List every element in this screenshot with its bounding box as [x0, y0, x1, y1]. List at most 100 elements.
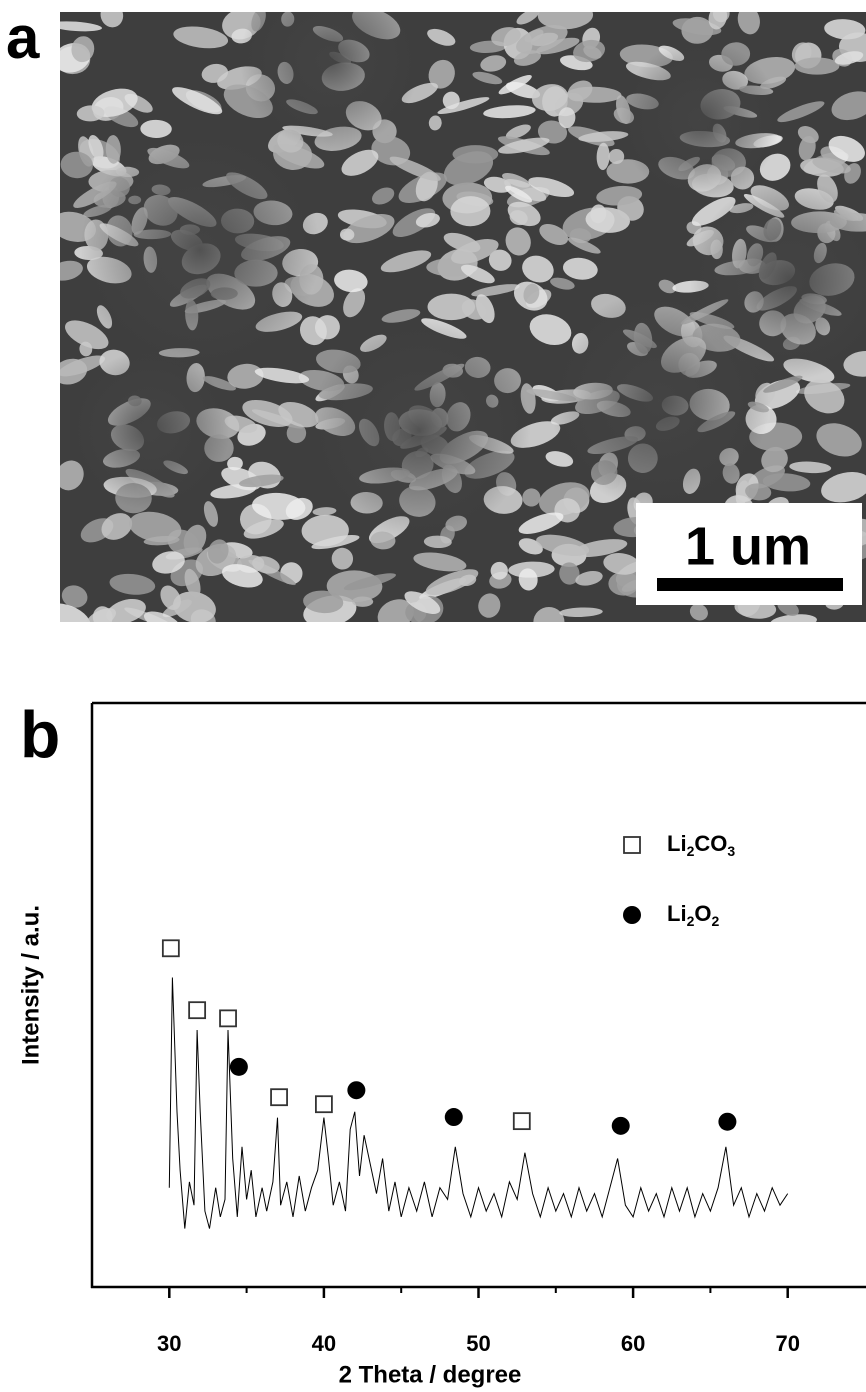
scale-bar-label: 1 um [685, 516, 811, 576]
scale-bar [657, 578, 843, 591]
sem-grain [92, 606, 113, 622]
sem-grain [794, 57, 840, 75]
sem-grain [343, 288, 366, 318]
sem-grain [689, 603, 708, 621]
sem-grain [518, 512, 564, 534]
sem-grain [173, 26, 229, 49]
sem-grain [101, 513, 133, 540]
sem-grain [567, 237, 601, 254]
sem-grain [152, 551, 185, 574]
sem-grain [208, 539, 229, 564]
sem-grain [301, 514, 349, 547]
sem-grain [413, 552, 467, 572]
sem-grain [798, 135, 816, 161]
sem-grain [203, 501, 218, 527]
sem-grain [437, 97, 490, 115]
marker-square [512, 1112, 531, 1131]
sem-grain [529, 314, 572, 346]
sem-grain [461, 299, 487, 320]
sem-grain [777, 101, 825, 123]
sem-grain [518, 568, 538, 591]
sem-grain [372, 187, 395, 205]
sem-grain [239, 474, 284, 488]
sem-grain [341, 149, 379, 176]
sem-grain [222, 564, 263, 588]
sem-grain [691, 196, 736, 226]
sem-grain [252, 556, 280, 574]
sem-grain [498, 137, 550, 154]
sem-grain [559, 562, 580, 585]
sem-grain [539, 223, 569, 246]
sem-grain [603, 553, 640, 575]
sem-grain [522, 488, 541, 507]
sem-grain [834, 51, 864, 65]
sem-grain [471, 284, 520, 297]
sem-grain [528, 177, 575, 198]
sem-grain [60, 260, 83, 281]
sem-grain [770, 614, 817, 622]
sem-shadow [310, 320, 530, 540]
sem-image [60, 12, 866, 622]
sem-grain [60, 355, 105, 377]
legend-swatch [623, 836, 641, 854]
sem-grain [762, 473, 811, 492]
sem-grain [224, 415, 258, 433]
sem-grain [658, 279, 676, 294]
sem-grain [523, 283, 540, 304]
sem-grain [843, 350, 866, 377]
sem-grain [483, 176, 512, 193]
sem-grain [472, 71, 503, 85]
y-axis-label: Intensity / a.u. [17, 905, 44, 1065]
sem-grain [65, 320, 109, 350]
sem-grain [828, 135, 865, 162]
sem-grain [334, 269, 368, 293]
sem-grain [278, 401, 319, 428]
sem-grain [488, 249, 512, 271]
sem-grain [460, 264, 495, 284]
sem-grain [578, 131, 629, 142]
sem-grain [343, 214, 395, 244]
sem-grain [106, 598, 146, 622]
x-tick-label: 40 [312, 1331, 336, 1356]
sem-grain [331, 547, 354, 570]
sem-grain [491, 27, 521, 47]
sem-grain [516, 12, 540, 25]
sem-grain [227, 456, 243, 471]
legend-label: Li2O2 [667, 901, 719, 929]
sem-grain [608, 149, 625, 165]
marker-circle [229, 1057, 248, 1076]
sem-grain [380, 250, 432, 273]
sem-grain [442, 91, 460, 110]
sem-grain [573, 39, 606, 63]
marker-square [188, 1001, 207, 1020]
sem-grain [550, 277, 575, 290]
sem-grain [483, 105, 536, 119]
sem-grain [173, 591, 216, 622]
sem-grain [143, 611, 180, 622]
sem-grain [381, 309, 421, 323]
sem-grain [478, 593, 501, 618]
sem-shadow [550, 290, 770, 510]
sem-grain [254, 367, 310, 384]
sem-grain [745, 483, 772, 501]
sem-grain [537, 12, 594, 30]
sem-grain [428, 115, 442, 131]
sem-grain [490, 561, 508, 580]
sem-grain [76, 105, 105, 122]
sem-grain [596, 185, 643, 206]
panel-label: a [6, 4, 40, 71]
x-axis-label: 2 Theta / degree [339, 1361, 522, 1388]
sem-grain [562, 257, 598, 280]
legend-label: Li2CO3 [667, 831, 735, 859]
sem-grain [566, 86, 622, 103]
sem-grain [821, 472, 866, 503]
sem-grain [88, 135, 104, 160]
sem-grain [286, 423, 307, 444]
sem-grain [210, 483, 257, 499]
sem-grain [559, 607, 603, 618]
marker-square [219, 1009, 237, 1028]
sem-grain [427, 28, 456, 46]
sem-grain [804, 379, 845, 414]
sem-grain [285, 497, 313, 520]
sem-grain [314, 315, 340, 340]
